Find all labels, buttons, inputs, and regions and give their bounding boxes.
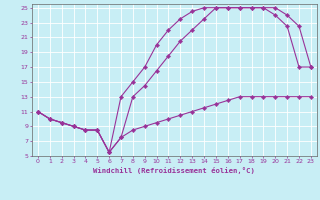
X-axis label: Windchill (Refroidissement éolien,°C): Windchill (Refroidissement éolien,°C) <box>93 167 255 174</box>
